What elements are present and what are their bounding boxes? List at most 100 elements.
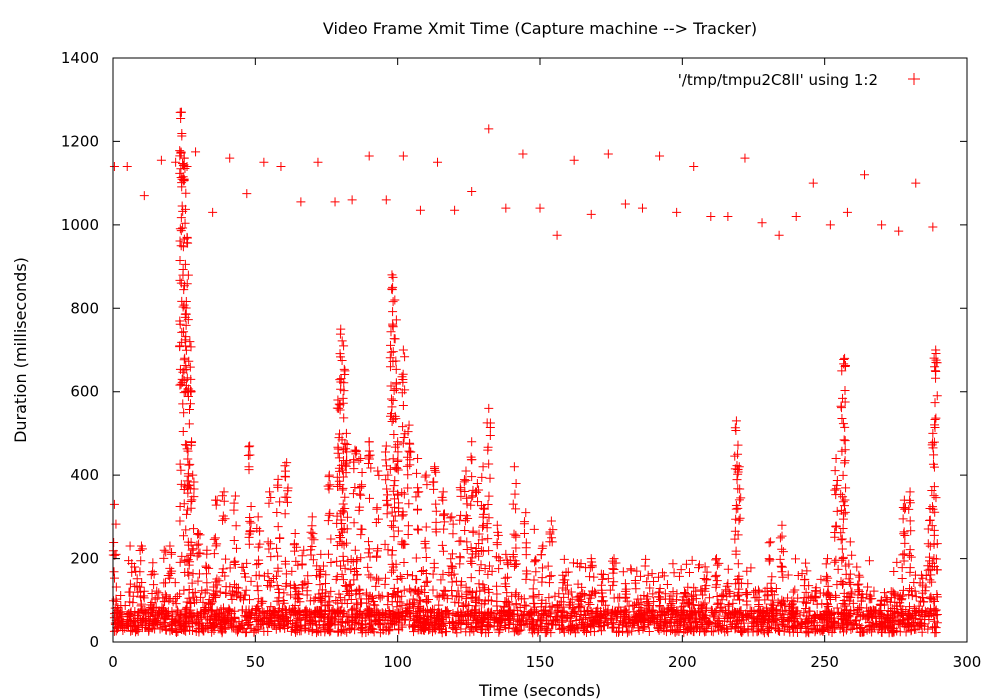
data-point (179, 365, 189, 375)
data-point (275, 622, 285, 632)
data-point (176, 213, 186, 223)
data-point (929, 482, 939, 492)
data-point (122, 161, 132, 171)
data-point (844, 559, 854, 569)
data-point (735, 484, 745, 494)
data-point (272, 580, 282, 590)
data-point (411, 492, 421, 502)
data-point (836, 489, 846, 499)
data-point (485, 430, 495, 440)
data-point (501, 549, 511, 559)
data-point (381, 441, 391, 451)
data-point (335, 429, 345, 439)
data-point (839, 355, 849, 365)
data-point (135, 616, 145, 626)
data-point (373, 466, 383, 476)
data-point (711, 570, 721, 580)
data-point (332, 607, 342, 617)
data-point (302, 590, 312, 600)
data-point (175, 236, 185, 246)
data-point (756, 618, 766, 628)
data-point (283, 483, 293, 493)
data-point (530, 621, 540, 631)
data-point (767, 572, 777, 582)
data-point (670, 627, 680, 637)
data-point (413, 525, 423, 535)
data-point (183, 555, 193, 565)
data-point (543, 561, 553, 571)
data-point (229, 505, 239, 515)
data-point (186, 374, 196, 384)
data-point (346, 585, 356, 595)
data-point (139, 191, 149, 201)
data-point (504, 600, 514, 610)
data-point (254, 555, 264, 565)
data-point (235, 622, 245, 632)
data-point (855, 572, 865, 582)
data-point (241, 627, 251, 637)
data-point (564, 622, 574, 632)
data-point (825, 594, 835, 604)
data-point (878, 621, 888, 631)
data-point (156, 155, 166, 165)
data-point (915, 578, 925, 588)
data-point (609, 577, 619, 587)
y-tick-label: 600 (70, 383, 99, 401)
data-point (679, 588, 689, 598)
legend: '/tmp/tmpu2C8lI' using 1:2 (678, 71, 920, 89)
data-point (474, 579, 484, 589)
data-point (372, 551, 382, 561)
data-point (774, 230, 784, 240)
data-point (767, 603, 777, 613)
data-point (485, 422, 495, 432)
data-point (339, 378, 349, 388)
data-point (200, 605, 210, 615)
data-point (339, 341, 349, 351)
data-point (189, 524, 199, 534)
data-point (398, 507, 408, 517)
data-point (234, 617, 244, 627)
data-point (337, 356, 347, 366)
data-point (235, 592, 245, 602)
data-point (421, 470, 431, 480)
data-point (189, 492, 199, 502)
data-point (393, 437, 403, 447)
data-point (854, 586, 864, 596)
data-point (630, 578, 640, 588)
data-point (356, 530, 366, 540)
data-point (639, 621, 649, 631)
data-point (494, 553, 504, 563)
data-point (735, 606, 745, 616)
data-point (505, 619, 515, 629)
data-point (431, 506, 441, 516)
data-point (654, 607, 664, 617)
data-point (787, 622, 797, 632)
data-point (501, 203, 511, 213)
data-point (159, 578, 169, 588)
data-point (653, 623, 663, 633)
data-point (899, 529, 909, 539)
data-point (389, 502, 399, 512)
data-point (364, 604, 374, 614)
data-point (356, 553, 366, 563)
data-point (586, 209, 596, 219)
data-point (325, 606, 335, 616)
data-point (666, 617, 676, 627)
data-point (647, 569, 657, 579)
data-point (839, 435, 849, 445)
data-point (201, 562, 211, 572)
data-point (576, 610, 586, 620)
data-point (290, 582, 300, 592)
data-point (559, 554, 569, 564)
data-point (521, 566, 531, 576)
x-tick-label: 250 (810, 653, 839, 671)
data-point (877, 220, 887, 230)
data-point (387, 270, 397, 280)
data-point (419, 619, 429, 629)
data-point (439, 524, 449, 534)
data-point (389, 516, 399, 526)
data-point (117, 607, 127, 617)
data-point (560, 575, 570, 585)
data-point (342, 538, 352, 548)
data-point (478, 580, 488, 590)
